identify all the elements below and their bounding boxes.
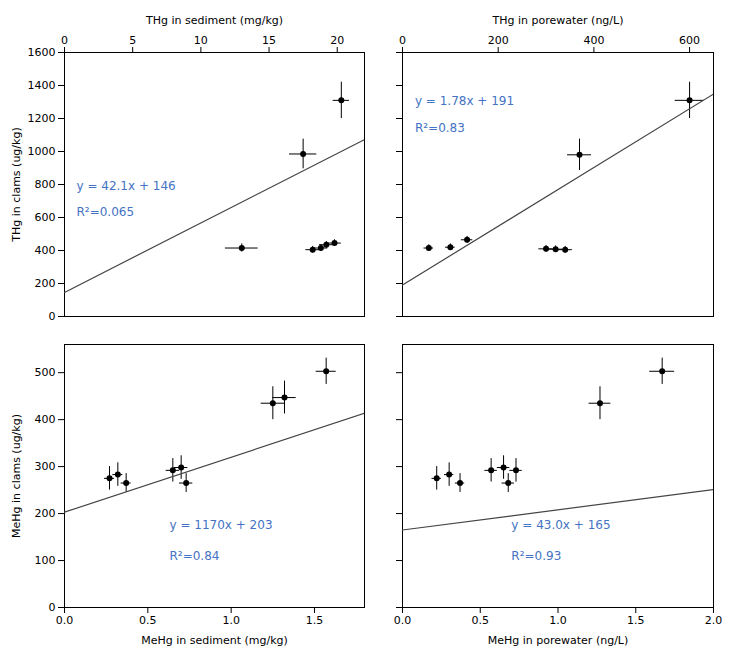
svg-text:R²=0.065: R²=0.065 (77, 205, 135, 219)
svg-text:THg in sediment (mg/kg): THg in sediment (mg/kg) (145, 14, 283, 27)
svg-text:y = 1.78x + 191: y = 1.78x + 191 (415, 94, 514, 108)
svg-text:R²=0.83: R²=0.83 (415, 121, 465, 135)
svg-text:400: 400 (35, 244, 56, 257)
svg-text:500: 500 (35, 366, 56, 379)
svg-text:y = 43.0x + 165: y = 43.0x + 165 (511, 518, 610, 532)
svg-text:600: 600 (679, 34, 700, 47)
svg-text:y = 1170x + 203: y = 1170x + 203 (170, 518, 273, 532)
svg-text:THg in porewater (ng/L): THg in porewater (ng/L) (492, 14, 624, 27)
svg-text:20: 20 (330, 34, 344, 47)
svg-text:1.5: 1.5 (306, 614, 324, 627)
svg-text:1600: 1600 (28, 46, 56, 59)
svg-text:0.5: 0.5 (139, 614, 157, 627)
svg-text:100: 100 (35, 554, 56, 567)
svg-text:THg in clams (ug/kg): THg in clams (ug/kg) (10, 127, 23, 242)
svg-text:5: 5 (129, 34, 136, 47)
svg-text:0.5: 0.5 (472, 614, 490, 627)
svg-text:200: 200 (35, 507, 56, 520)
svg-text:1000: 1000 (28, 145, 56, 158)
svg-text:10: 10 (194, 34, 208, 47)
svg-text:1.0: 1.0 (549, 614, 567, 627)
svg-text:0.0: 0.0 (394, 614, 412, 627)
svg-text:15: 15 (262, 34, 276, 47)
svg-text:1200: 1200 (28, 112, 56, 125)
svg-text:400: 400 (583, 34, 604, 47)
svg-text:0: 0 (61, 34, 68, 47)
svg-text:0: 0 (49, 601, 56, 614)
svg-text:MeHg in porewater (ng/L): MeHg in porewater (ng/L) (488, 634, 629, 647)
svg-text:1.0: 1.0 (222, 614, 240, 627)
svg-text:MeHg in sediment (mg/kg): MeHg in sediment (mg/kg) (141, 634, 288, 647)
svg-text:1.5: 1.5 (627, 614, 645, 627)
svg-text:600: 600 (35, 211, 56, 224)
svg-text:300: 300 (35, 460, 56, 473)
svg-text:0: 0 (399, 34, 406, 47)
svg-text:2.0: 2.0 (705, 614, 723, 627)
svg-text:0: 0 (49, 310, 56, 323)
svg-text:200: 200 (35, 277, 56, 290)
svg-text:R²=0.84: R²=0.84 (170, 549, 220, 563)
svg-text:400: 400 (35, 413, 56, 426)
svg-text:MeHg in clams (ug/kg): MeHg in clams (ug/kg) (10, 414, 23, 538)
svg-text:0.0: 0.0 (56, 614, 74, 627)
svg-text:800: 800 (35, 178, 56, 191)
svg-text:y = 42.1x + 146: y = 42.1x + 146 (77, 179, 176, 193)
svg-text:1400: 1400 (28, 79, 56, 92)
svg-text:200: 200 (488, 34, 509, 47)
svg-text:R²=0.93: R²=0.93 (511, 549, 561, 563)
